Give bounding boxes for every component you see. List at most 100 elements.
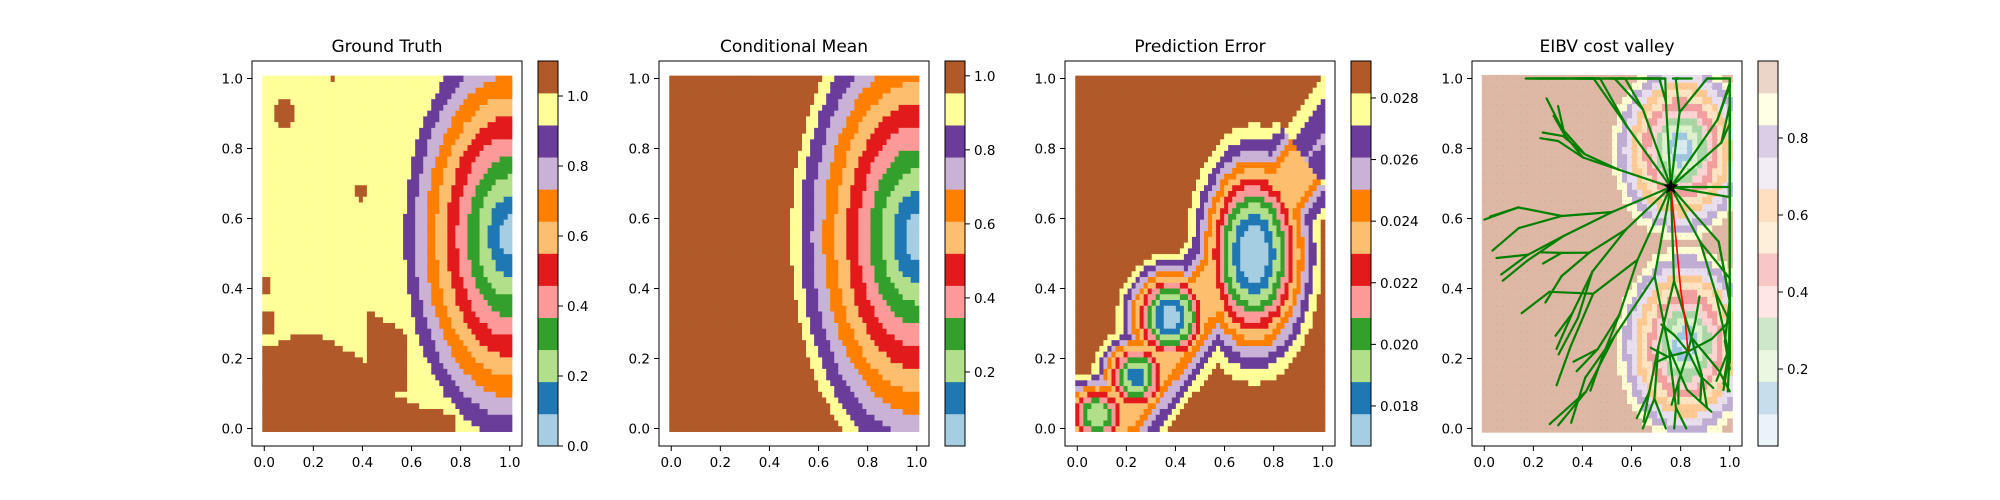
grid-dot xyxy=(1526,287,1528,290)
grid-dot xyxy=(1655,296,1657,298)
grid-dot xyxy=(1722,156,1725,158)
grid-dot xyxy=(1673,305,1676,307)
grid-dot xyxy=(1587,235,1590,237)
grid-dot xyxy=(1618,427,1621,430)
colorbar-swatch xyxy=(945,93,965,126)
grid-dot xyxy=(1569,130,1571,132)
grid-dot xyxy=(1637,86,1639,89)
grid-dot xyxy=(1630,182,1633,185)
grid-dot xyxy=(1643,349,1645,351)
grid-dot xyxy=(1637,226,1639,228)
x-tick-label: 0.4 xyxy=(352,455,373,471)
grid-dot xyxy=(1557,314,1559,316)
grid-dot xyxy=(1495,147,1498,150)
grid-dot xyxy=(1575,104,1578,106)
grid-dot xyxy=(1569,261,1571,263)
grid-dot xyxy=(1618,287,1621,290)
grid-dot xyxy=(1520,174,1522,176)
grid-dot xyxy=(1661,287,1663,290)
grid-dot xyxy=(1655,427,1657,430)
grid-dot xyxy=(1508,392,1510,395)
tree-edge xyxy=(1653,275,1670,350)
grid-dot xyxy=(1612,217,1614,220)
grid-dot xyxy=(1544,357,1547,360)
grid-dot xyxy=(1698,270,1700,272)
grid-dot xyxy=(1606,200,1608,202)
colorbar-swatch xyxy=(538,285,558,318)
grid-dot xyxy=(1508,384,1510,386)
plot-frame xyxy=(658,60,930,447)
grid-dot xyxy=(1483,226,1486,228)
grid-dot xyxy=(1489,287,1492,290)
grid-dot xyxy=(1643,200,1645,202)
grid-dot xyxy=(1600,340,1602,342)
grid-dot xyxy=(1710,191,1713,193)
grid-dot xyxy=(1704,112,1706,115)
grid-dot xyxy=(1544,182,1547,185)
grid-dot xyxy=(1716,287,1719,290)
grid-dot xyxy=(1502,174,1504,176)
x-tick-label: 0.6 xyxy=(1621,455,1642,471)
grid-dot xyxy=(1508,401,1510,403)
grid-dot xyxy=(1686,392,1688,395)
grid-dot xyxy=(1624,384,1627,386)
grid-dot xyxy=(1514,156,1516,158)
tree-edge xyxy=(1560,251,1591,278)
grid-dot xyxy=(1704,217,1706,220)
grid-dot xyxy=(1686,410,1688,412)
grid-dot xyxy=(1612,392,1614,395)
grid-dot xyxy=(1612,174,1614,176)
grid-dot xyxy=(1643,366,1645,368)
grid-dot xyxy=(1618,384,1621,386)
grid-dot xyxy=(1698,419,1700,421)
colorbar: 0.20.40.60.8 xyxy=(1757,60,1808,447)
tree-edge xyxy=(1635,390,1651,420)
grid-dot xyxy=(1698,121,1700,124)
grid-dot xyxy=(1514,366,1516,368)
grid-dot xyxy=(1544,287,1547,290)
chart-title: EIBV cost valley xyxy=(1539,37,1674,57)
grid-dot xyxy=(1514,226,1516,228)
grid-dot xyxy=(1544,121,1547,124)
grid-dot xyxy=(1600,392,1602,395)
grid-dot xyxy=(1569,296,1571,298)
grid-dot xyxy=(1686,191,1688,193)
grid-dot xyxy=(1600,156,1602,158)
grid-dot xyxy=(1624,375,1627,377)
y-tick-label: 0.0 xyxy=(222,422,243,438)
grid-dot xyxy=(1557,375,1559,377)
grid-dot xyxy=(1587,95,1590,97)
colorbar-swatch xyxy=(1351,93,1371,126)
grid-dot xyxy=(1551,130,1553,132)
tree-edge xyxy=(1548,390,1588,426)
grid-dot xyxy=(1587,182,1590,185)
grid-dot xyxy=(1538,410,1541,412)
rrt-tree xyxy=(1483,77,1731,430)
grid-dot xyxy=(1502,410,1504,412)
colorbar-tick-label: 0.6 xyxy=(1787,208,1808,224)
grid-dot xyxy=(1563,287,1565,290)
grid-dot xyxy=(1502,349,1504,351)
grid-dot xyxy=(1612,349,1614,351)
grid-dot xyxy=(1575,165,1578,167)
colorbar-swatch xyxy=(1758,285,1778,318)
tree-edge xyxy=(1673,334,1690,353)
grid-dot xyxy=(1600,349,1602,351)
grid-dot xyxy=(1643,156,1645,158)
grid-dot xyxy=(1575,182,1578,185)
grid-dot xyxy=(1692,296,1694,298)
grid-dot xyxy=(1483,86,1486,89)
grid-dot xyxy=(1698,104,1700,106)
x-tick-label: 0.2 xyxy=(710,455,731,471)
grid-dot xyxy=(1704,174,1706,176)
grid-dot xyxy=(1495,165,1498,167)
grid-dot xyxy=(1581,112,1584,115)
grid-dot xyxy=(1637,349,1639,351)
grid-dot xyxy=(1667,427,1670,430)
grid-dot xyxy=(1569,340,1571,342)
grid-dot xyxy=(1618,147,1621,150)
grid-dot xyxy=(1538,305,1541,307)
grid-dot xyxy=(1643,261,1645,263)
colorbar-swatch xyxy=(538,253,558,286)
grid-dot xyxy=(1594,331,1596,333)
